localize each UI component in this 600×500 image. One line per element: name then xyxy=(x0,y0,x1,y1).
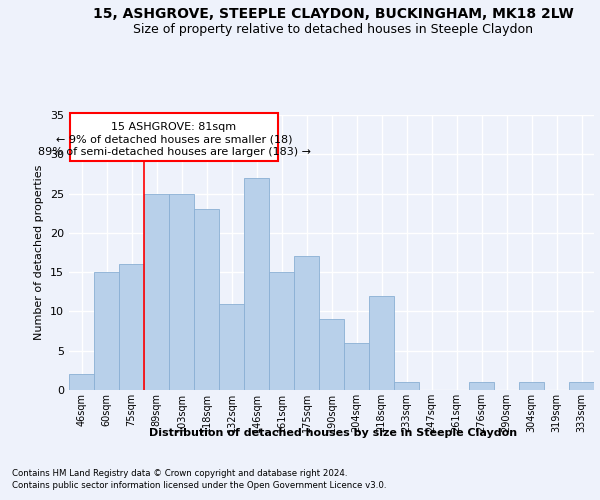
Bar xyxy=(394,382,419,390)
Text: Size of property relative to detached houses in Steeple Claydon: Size of property relative to detached ho… xyxy=(133,22,533,36)
Text: Contains HM Land Registry data © Crown copyright and database right 2024.: Contains HM Land Registry data © Crown c… xyxy=(12,470,347,478)
Text: 15 ASHGROVE: 81sqm: 15 ASHGROVE: 81sqm xyxy=(112,122,236,132)
Bar xyxy=(519,382,544,390)
Text: ← 9% of detached houses are smaller (18): ← 9% of detached houses are smaller (18) xyxy=(56,134,292,144)
Bar xyxy=(369,296,394,390)
Text: 15, ASHGROVE, STEEPLE CLAYDON, BUCKINGHAM, MK18 2LW: 15, ASHGROVE, STEEPLE CLAYDON, BUCKINGHA… xyxy=(92,8,574,22)
Text: Contains public sector information licensed under the Open Government Licence v3: Contains public sector information licen… xyxy=(12,482,386,490)
Bar xyxy=(69,374,94,390)
Bar xyxy=(70,114,278,160)
Bar xyxy=(244,178,269,390)
Bar xyxy=(194,210,219,390)
Bar xyxy=(169,194,194,390)
Y-axis label: Number of detached properties: Number of detached properties xyxy=(34,165,44,340)
Bar xyxy=(219,304,244,390)
Bar xyxy=(469,382,494,390)
Text: Distribution of detached houses by size in Steeple Claydon: Distribution of detached houses by size … xyxy=(149,428,517,438)
Bar xyxy=(269,272,294,390)
Text: 89% of semi-detached houses are larger (183) →: 89% of semi-detached houses are larger (… xyxy=(37,147,311,157)
Bar xyxy=(294,256,319,390)
Bar xyxy=(319,320,344,390)
Bar xyxy=(569,382,594,390)
Bar xyxy=(144,194,169,390)
Bar xyxy=(344,343,369,390)
Bar xyxy=(94,272,119,390)
Bar xyxy=(119,264,144,390)
